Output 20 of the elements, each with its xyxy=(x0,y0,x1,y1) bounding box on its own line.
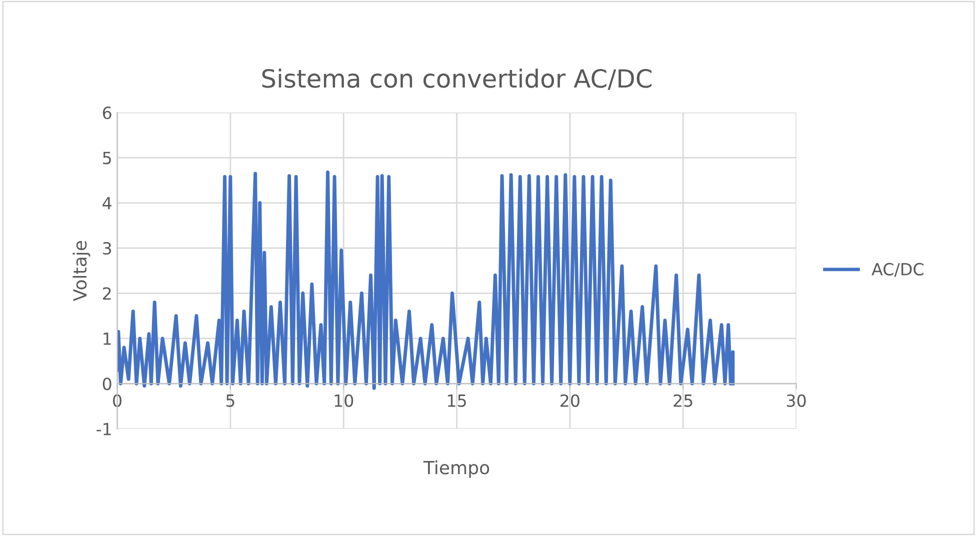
x-tick-label: 0 xyxy=(113,394,122,407)
x-tick-label: 25 xyxy=(674,394,692,407)
y-tick-label: 4 xyxy=(102,197,112,210)
y-tick-label: 3 xyxy=(103,242,112,255)
y-axis-title: Voltaje xyxy=(72,241,90,302)
y-tick-label: 5 xyxy=(103,152,111,164)
line-series xyxy=(117,170,735,390)
y-tick-label: 1 xyxy=(104,332,111,345)
y-tick-label: 6 xyxy=(102,106,112,120)
x-tick-label: 10 xyxy=(334,394,354,407)
y-tick-label: 2 xyxy=(102,287,111,300)
x-tick-label: 5 xyxy=(226,394,234,407)
x-tick-label: 20 xyxy=(560,394,580,407)
x-tick-label: 30 xyxy=(786,394,806,407)
y-tick-label: 0 xyxy=(102,378,112,390)
x-tick-label: 15 xyxy=(448,394,466,407)
legend-label: AC/DC xyxy=(872,262,924,277)
chart-title: Sistema con convertidor AC/DC xyxy=(262,68,652,90)
x-axis-title: Tiempo xyxy=(423,460,490,478)
y-tick-label: -1 xyxy=(96,422,111,436)
